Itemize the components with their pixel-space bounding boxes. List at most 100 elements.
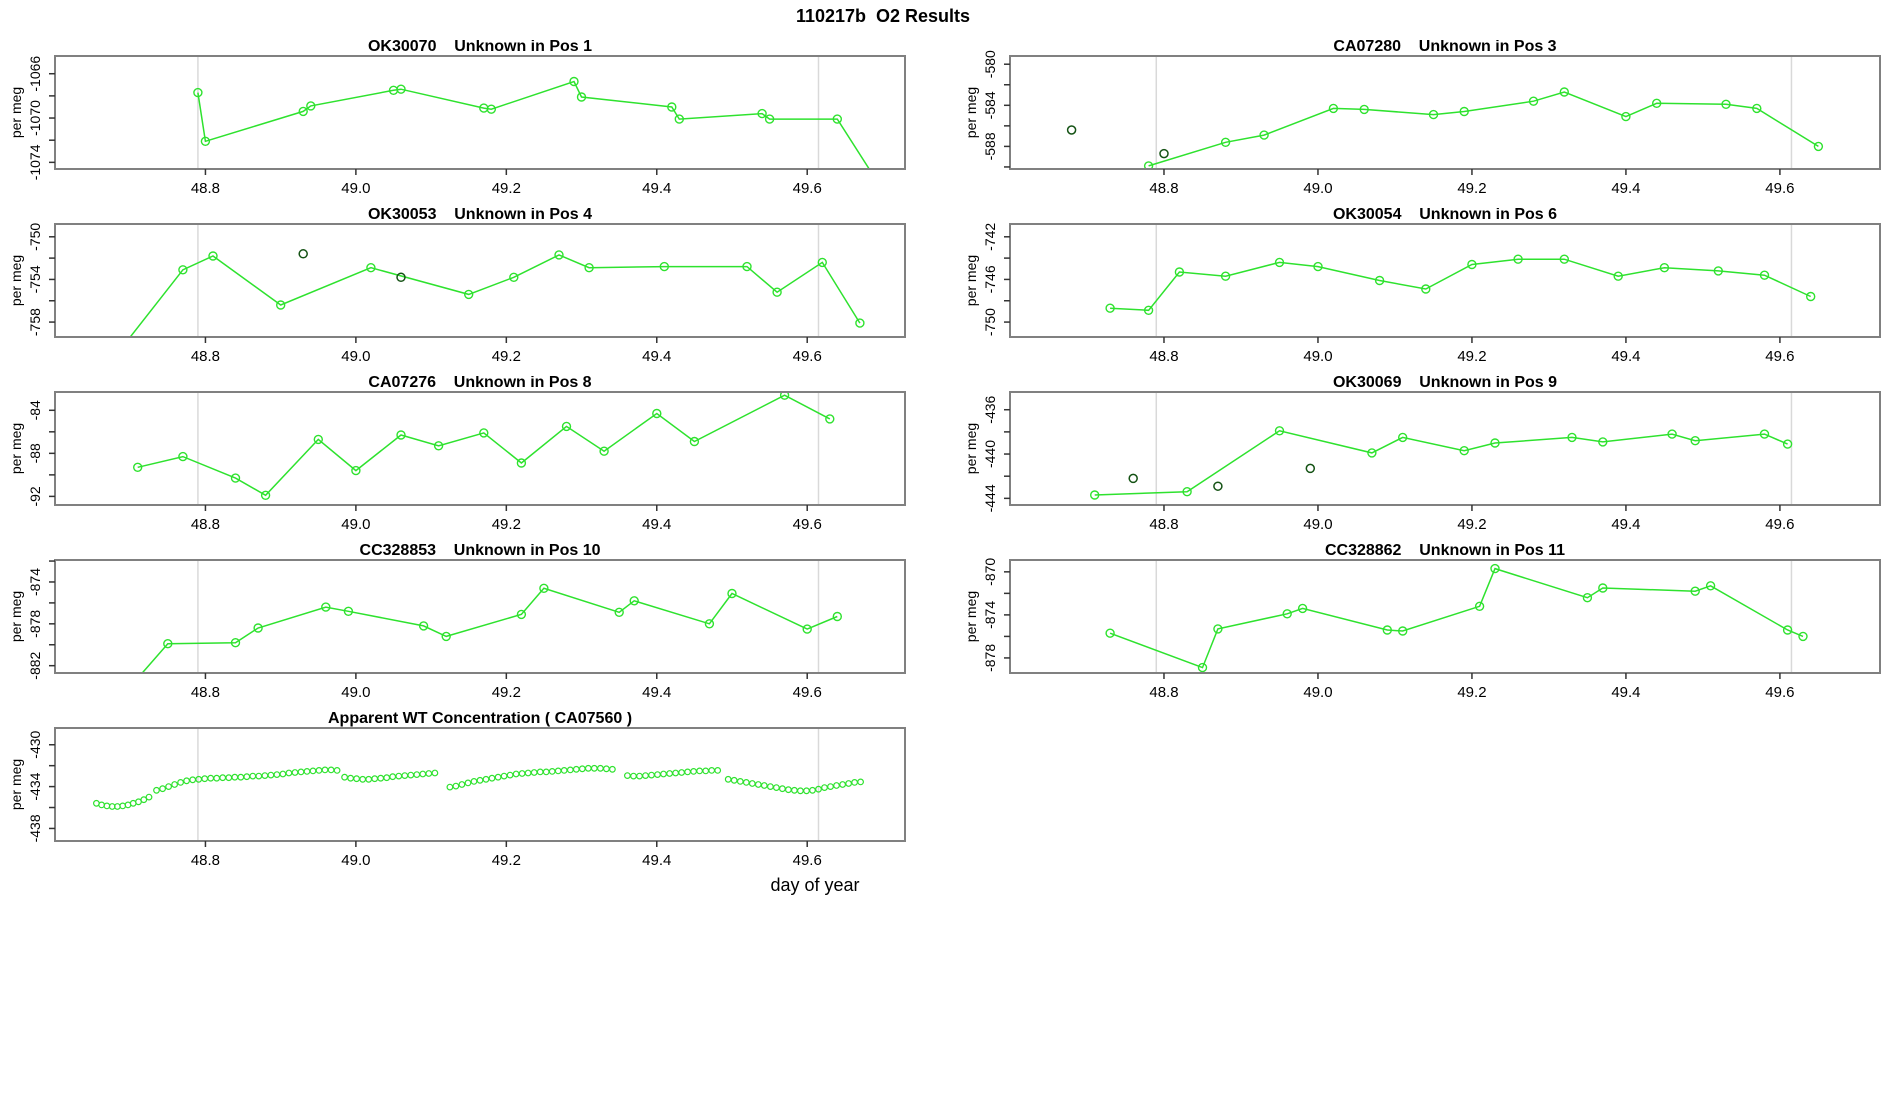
data-point <box>371 775 379 783</box>
plot-border <box>1009 223 1881 338</box>
data-point <box>418 621 429 631</box>
x-tick-label: 49.4 <box>1611 684 1640 701</box>
data-point <box>413 771 421 778</box>
data-point <box>1474 601 1485 611</box>
data-point <box>1398 432 1408 443</box>
data-point <box>366 263 376 273</box>
data-point <box>1220 137 1231 148</box>
data-point <box>401 772 409 779</box>
y-axis-label: per meg <box>8 87 24 138</box>
data-point <box>667 102 677 112</box>
series-line <box>1109 567 1804 669</box>
data-point <box>727 588 737 599</box>
subplot-title: CA07280 Unknown in Pos 3 <box>1333 40 1556 55</box>
data-point <box>845 780 852 787</box>
data-point <box>704 619 715 629</box>
data-point <box>163 638 173 649</box>
data-point <box>666 770 673 777</box>
data-point <box>524 769 532 777</box>
data-point <box>341 773 349 781</box>
y-axis-label: per meg <box>963 423 979 474</box>
x-tick-label: 49.0 <box>341 852 370 869</box>
data-point <box>1174 267 1185 277</box>
data-point <box>609 765 616 773</box>
data-point <box>200 136 211 147</box>
data-point <box>833 782 840 789</box>
data-point <box>1398 626 1408 636</box>
data-point <box>279 770 287 778</box>
data-point <box>832 114 842 124</box>
data-point <box>431 769 439 777</box>
data-point <box>249 772 257 780</box>
flagged-data-point <box>298 249 308 259</box>
x-tick-label: 49.0 <box>1303 516 1332 533</box>
y-axis-label: per meg <box>8 423 24 474</box>
x-tick-label: 49.2 <box>492 684 521 701</box>
data-point <box>1220 271 1231 281</box>
data-point <box>871 174 879 182</box>
x-tick-label: 48.8 <box>1149 516 1178 533</box>
y-axis-label: per meg <box>963 255 979 306</box>
subplot-CA07276: -84 -88 -92 per meg 48.8 49.0 49.2 49.4 49.6 CA07… <box>0 374 950 544</box>
data-point <box>208 251 218 261</box>
data-point <box>516 609 527 620</box>
data-point <box>482 775 490 783</box>
x-tick-label: 49.2 <box>1457 684 1486 701</box>
data-point <box>389 773 397 781</box>
y-tick-label: -1066 <box>27 56 43 92</box>
y-tick-label: -750 <box>982 308 998 336</box>
plot-border <box>54 391 906 506</box>
plot-border <box>54 727 906 842</box>
data-point <box>690 768 697 775</box>
data-point <box>530 769 538 776</box>
data-point <box>476 776 484 784</box>
x-tick-label: 49.0 <box>1303 348 1332 365</box>
data-point <box>243 773 251 781</box>
data-point <box>132 462 143 473</box>
y-tick-label: -430 <box>27 730 43 758</box>
data-point <box>165 783 173 790</box>
data-point <box>359 775 367 783</box>
data-point <box>821 784 828 791</box>
data-point <box>779 392 790 400</box>
data-point <box>189 776 197 784</box>
subplot-CA07280: -580 -584 -588 per meg 48.8 49.0 49.2 49.4 49.6 C… <box>950 38 1900 208</box>
subplot-CC328862: -870 -874 -878 per meg 48.8 49.0 49.2 49.4 49.6 C… <box>950 542 1900 712</box>
y-tick-label: -92 <box>27 486 43 506</box>
data-point <box>464 779 472 787</box>
data-point <box>1197 662 1208 673</box>
y-tick-label: -878 <box>27 610 43 638</box>
y-tick-label: -758 <box>27 308 43 336</box>
plot-border <box>54 559 906 674</box>
data-point <box>1490 563 1500 574</box>
data-point <box>396 84 406 94</box>
x-tick-label: 48.8 <box>1149 348 1178 365</box>
data-point <box>1806 291 1816 302</box>
data-point <box>488 774 496 782</box>
data-point <box>791 786 798 794</box>
data-point <box>1328 103 1339 114</box>
x-tick-label: 48.8 <box>191 852 220 869</box>
flagged-data-point <box>1066 125 1077 135</box>
subplot-title: CC328853 Unknown in Pos 10 <box>360 544 601 559</box>
series-line <box>1110 258 1812 312</box>
data-point <box>171 781 179 788</box>
data-point <box>1582 593 1593 603</box>
data-point <box>590 764 598 772</box>
x-axis-title: day of year <box>770 875 860 895</box>
data-point <box>1782 625 1793 635</box>
x-tick-label: 49.6 <box>1765 516 1794 533</box>
data-point <box>207 774 215 782</box>
data-point <box>377 774 385 782</box>
y-tick-label: -754 <box>27 265 43 293</box>
data-point <box>433 441 444 451</box>
x-tick-label: 49.4 <box>642 852 671 869</box>
data-point <box>1089 490 1100 500</box>
data-point <box>195 775 203 783</box>
data-point <box>536 768 544 776</box>
subplot-CA07560: -430 -434 -438 per meg 48.8 49.0 49.2 49.4 49.6 A… <box>0 710 950 880</box>
data-point <box>446 783 454 791</box>
y-tick-label: -750 <box>27 223 43 251</box>
